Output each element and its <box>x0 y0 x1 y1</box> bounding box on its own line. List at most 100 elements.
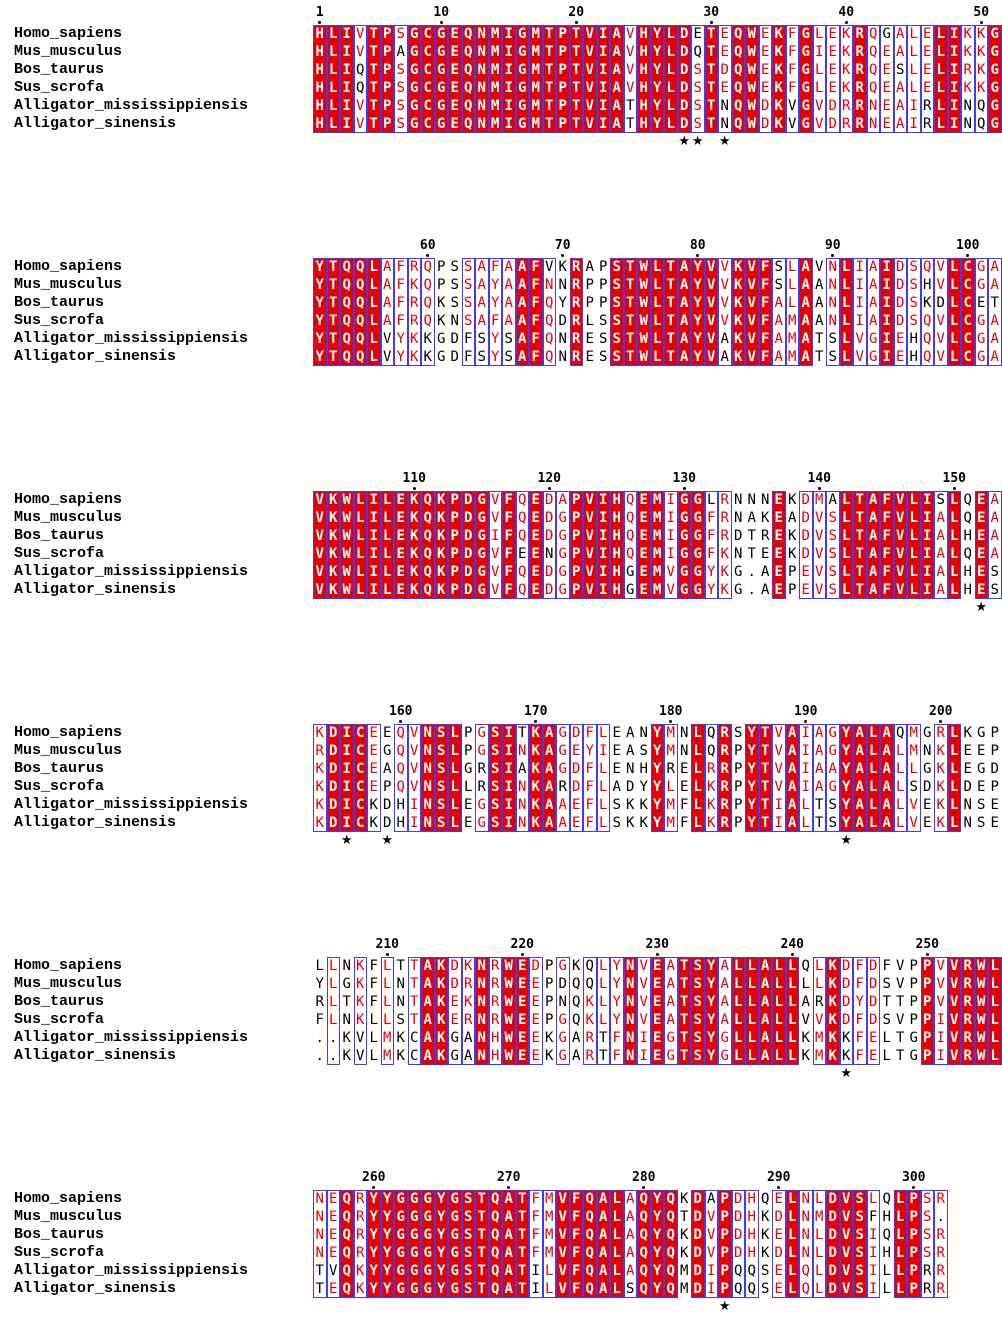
residue: R <box>356 1245 365 1261</box>
residue: P <box>923 1030 932 1046</box>
residue: V <box>707 1245 716 1261</box>
residue: L <box>356 546 365 562</box>
residue: T <box>545 116 554 132</box>
residue: A <box>612 62 621 78</box>
residue: F <box>396 313 405 329</box>
residue: N <box>828 313 837 329</box>
residue: L <box>383 976 392 992</box>
residue: I <box>342 80 351 96</box>
residue: V <box>707 277 716 293</box>
residue: P <box>572 564 581 580</box>
residue: Q <box>882 1191 891 1207</box>
residue: L <box>842 564 851 580</box>
residue: L <box>990 1030 999 1046</box>
residue: A <box>801 295 810 311</box>
residue: W <box>977 1030 986 1046</box>
residue: A <box>612 116 621 132</box>
residue: I <box>774 797 783 813</box>
residue: L <box>788 1012 797 1028</box>
residue: G <box>558 582 567 598</box>
residue: Q <box>356 349 365 365</box>
residue: Q <box>464 80 473 96</box>
residue: G <box>909 1030 918 1046</box>
residue: I <box>504 26 513 42</box>
residue: M <box>491 98 500 114</box>
residue: F <box>882 564 891 580</box>
residue: S <box>693 1048 702 1064</box>
residue: Q <box>585 1263 594 1279</box>
residue: L <box>869 761 878 777</box>
residue: C <box>423 26 432 42</box>
residue: N <box>477 62 486 78</box>
residue: E <box>882 44 891 60</box>
residue: A <box>869 259 878 275</box>
residue: E <box>653 1048 662 1064</box>
residue: V <box>774 779 783 795</box>
residue: V <box>815 259 824 275</box>
residue: Y <box>653 116 662 132</box>
residue: G <box>477 725 486 741</box>
residue: Y <box>707 994 716 1010</box>
residue: S <box>828 349 837 365</box>
species-name: Sus_scrofa <box>14 545 105 562</box>
residue: R <box>491 976 500 992</box>
residue: G <box>909 1048 918 1064</box>
residue: A <box>882 743 891 759</box>
residue: N <box>423 797 432 813</box>
residue: H <box>909 331 918 347</box>
residue: L <box>990 1012 999 1028</box>
residue: Q <box>639 1263 648 1279</box>
residue: P <box>720 1209 729 1225</box>
residue: L <box>896 761 905 777</box>
residue: Q <box>977 98 986 114</box>
residue: A <box>720 994 729 1010</box>
residue: N <box>545 546 554 562</box>
residue: A <box>423 958 432 974</box>
residue: Q <box>734 1263 743 1279</box>
residue: V <box>707 1209 716 1225</box>
residue: L <box>734 994 743 1010</box>
residue: G <box>801 80 810 96</box>
residue: G <box>558 1012 567 1028</box>
residue: A <box>518 761 527 777</box>
residue: C <box>423 44 432 60</box>
residue: D <box>734 1209 743 1225</box>
residue: R <box>410 259 419 275</box>
residue: H <box>612 510 621 526</box>
residue: K <box>329 492 338 508</box>
residue: T <box>518 1281 527 1297</box>
residue: G <box>450 1030 459 1046</box>
residue: K <box>761 1245 770 1261</box>
residue: K <box>963 44 972 60</box>
residue: H <box>396 797 405 813</box>
residue: H <box>882 1209 891 1225</box>
residue: N <box>315 1191 324 1207</box>
residue: V <box>720 295 729 311</box>
residue: S <box>909 295 918 311</box>
residue: Y <box>653 815 662 831</box>
residue: V <box>815 116 824 132</box>
residue: S <box>504 331 513 347</box>
position-number: 90 <box>824 238 841 253</box>
residue: K <box>410 492 419 508</box>
residue: Y <box>653 1227 662 1243</box>
residue: I <box>342 98 351 114</box>
residue: L <box>950 797 959 813</box>
